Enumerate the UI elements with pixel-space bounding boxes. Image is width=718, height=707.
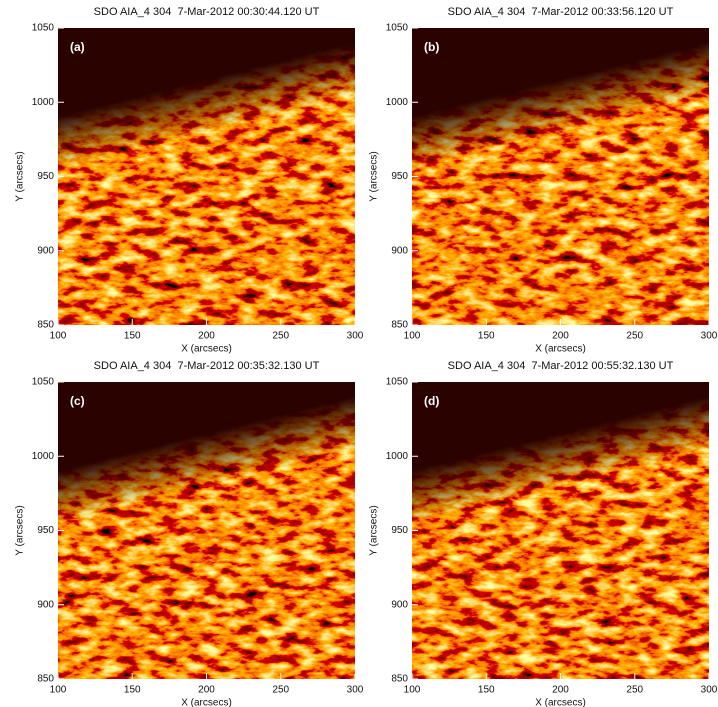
- x-axis-label: X (arcsecs): [535, 344, 586, 355]
- x-tick-label: 300: [347, 331, 364, 342]
- panel-label: (a): [70, 40, 85, 54]
- x-tick-label: 200: [552, 331, 569, 342]
- x-tick-label: 100: [50, 331, 67, 342]
- solar-image: [58, 28, 355, 325]
- x-axis-label: X (arcsecs): [181, 698, 232, 707]
- x-tick-label: 250: [272, 331, 289, 342]
- y-tick-label: 950: [37, 171, 54, 182]
- x-tick-label: 300: [347, 685, 364, 696]
- y-axis-label: Y (arcsecs): [369, 505, 380, 555]
- solar-image: [412, 28, 709, 325]
- panel-label: (d): [424, 394, 439, 408]
- y-tick-label: 850: [37, 674, 54, 685]
- y-tick-label: 900: [37, 245, 54, 256]
- panel-title: SDO AIA_4 304 7-Mar-2012 00:30:44.120 UT: [94, 6, 320, 18]
- panel: SDO AIA_4 304 7-Mar-2012 00:30:44.120 UT…: [15, 6, 364, 355]
- x-tick-label: 150: [124, 331, 141, 342]
- x-tick-label: 300: [701, 685, 718, 696]
- y-axis-label: Y (arcsecs): [15, 505, 26, 555]
- y-tick-label: 1000: [32, 97, 55, 108]
- x-tick-label: 200: [198, 331, 215, 342]
- y-tick-label: 900: [391, 245, 408, 256]
- y-tick-label: 950: [391, 525, 408, 536]
- panel-title: SDO AIA_4 304 7-Mar-2012 00:35:32.130 UT: [94, 360, 320, 372]
- x-tick-label: 100: [50, 685, 67, 696]
- y-tick-label: 850: [391, 320, 408, 331]
- y-axis-label: Y (arcsecs): [369, 151, 380, 201]
- y-tick-label: 950: [37, 525, 54, 536]
- panel: SDO AIA_4 304 7-Mar-2012 00:33:56.120 UT…: [369, 6, 718, 355]
- panel: SDO AIA_4 304 7-Mar-2012 00:35:32.130 UT…: [15, 360, 364, 707]
- x-axis-label: X (arcsecs): [181, 344, 232, 355]
- panel-title: SDO AIA_4 304 7-Mar-2012 00:33:56.120 UT: [448, 6, 674, 18]
- x-tick-label: 250: [626, 685, 643, 696]
- y-tick-label: 900: [391, 599, 408, 610]
- x-axis-label: X (arcsecs): [535, 698, 586, 707]
- x-tick-label: 200: [552, 685, 569, 696]
- x-tick-label: 200: [198, 685, 215, 696]
- panel-title: SDO AIA_4 304 7-Mar-2012 00:55:32.130 UT: [448, 360, 674, 372]
- x-tick-label: 300: [701, 331, 718, 342]
- y-tick-label: 1050: [32, 377, 55, 388]
- x-tick-label: 100: [404, 685, 421, 696]
- x-tick-label: 150: [478, 331, 495, 342]
- x-tick-label: 250: [272, 685, 289, 696]
- panel-label: (b): [424, 40, 439, 54]
- y-tick-label: 950: [391, 171, 408, 182]
- y-tick-label: 1050: [32, 23, 55, 34]
- panel-label: (c): [70, 394, 85, 408]
- x-tick-label: 150: [124, 685, 141, 696]
- x-tick-label: 250: [626, 331, 643, 342]
- y-tick-label: 900: [37, 599, 54, 610]
- solar-image: [412, 382, 709, 679]
- y-tick-label: 1050: [386, 23, 409, 34]
- y-tick-label: 1050: [386, 377, 409, 388]
- y-tick-label: 1000: [386, 451, 409, 462]
- y-axis-label: Y (arcsecs): [15, 151, 26, 201]
- y-tick-label: 1000: [32, 451, 55, 462]
- solar-image: [58, 382, 355, 679]
- x-tick-label: 150: [478, 685, 495, 696]
- panel: SDO AIA_4 304 7-Mar-2012 00:55:32.130 UT…: [369, 360, 718, 707]
- y-tick-label: 850: [391, 674, 408, 685]
- x-tick-label: 100: [404, 331, 421, 342]
- y-tick-label: 850: [37, 320, 54, 331]
- y-tick-label: 1000: [386, 97, 409, 108]
